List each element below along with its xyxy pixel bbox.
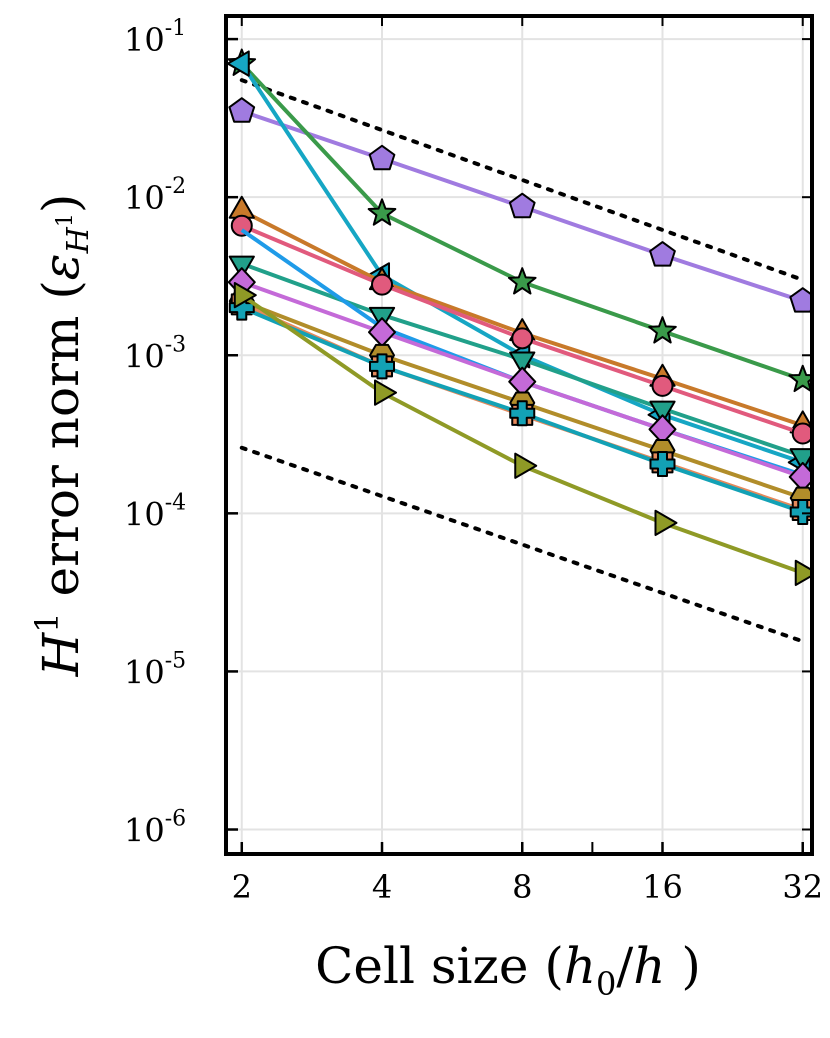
y-tick-label: 10-5 — [124, 648, 186, 691]
x-tick-label: 8 — [512, 868, 532, 906]
data-point — [228, 255, 255, 279]
series-triangle-right-olive — [233, 282, 812, 587]
data-point — [649, 451, 676, 478]
data-point — [788, 364, 812, 393]
data-point — [794, 559, 812, 587]
data-point — [228, 195, 255, 219]
data-point — [791, 422, 812, 445]
y-tick-label: 10-4 — [124, 490, 186, 533]
data-point — [367, 198, 397, 226]
data-point — [649, 241, 676, 267]
data-point — [789, 498, 812, 525]
data-point — [508, 192, 536, 219]
data-point — [230, 214, 253, 237]
series-diamond-violet — [227, 267, 812, 492]
y-tick-label: 10-6 — [124, 807, 186, 850]
x-tick-label: 4 — [372, 868, 392, 906]
axes: 2 4 8 16 32 10-6 10-5 10-4 10-3 10-2 10-1 — [124, 16, 823, 906]
x-tick-label: 16 — [642, 868, 683, 906]
data-point — [233, 282, 257, 309]
x-tick-label: 32 — [782, 868, 823, 906]
series-cross-teal — [228, 294, 812, 525]
series-circle-pink — [230, 214, 812, 445]
y-axis-title: H1 error norm (εH1) — [28, 194, 96, 678]
data-point — [226, 50, 250, 77]
data-point — [514, 452, 538, 479]
plot-frame — [224, 14, 814, 856]
data-point — [374, 379, 398, 406]
y-tick-label: 10-1 — [124, 16, 186, 59]
data-point — [368, 144, 396, 171]
x-axis-title: Cell size (h0/h ) — [315, 937, 701, 1003]
series-pentagon-purple — [228, 97, 812, 313]
y-tick-label: 10-3 — [124, 332, 186, 375]
data-point — [789, 448, 812, 472]
data-point — [654, 509, 678, 537]
data-point — [509, 351, 536, 375]
data-point — [228, 294, 255, 321]
data-point — [649, 400, 676, 424]
data-point — [371, 273, 394, 296]
data-point — [789, 287, 812, 313]
upper-reference-line — [239, 78, 805, 282]
data-point — [651, 374, 674, 397]
plot-area — [226, 48, 812, 644]
y-tick-label: 10-2 — [124, 174, 186, 217]
data-point — [648, 316, 677, 344]
x-tick-label: 2 — [232, 868, 252, 906]
lower-reference-line — [239, 445, 805, 644]
data-point — [509, 400, 536, 427]
data-point — [507, 267, 537, 295]
data-point — [511, 327, 534, 350]
data-point — [228, 97, 256, 123]
data-point — [369, 353, 396, 380]
